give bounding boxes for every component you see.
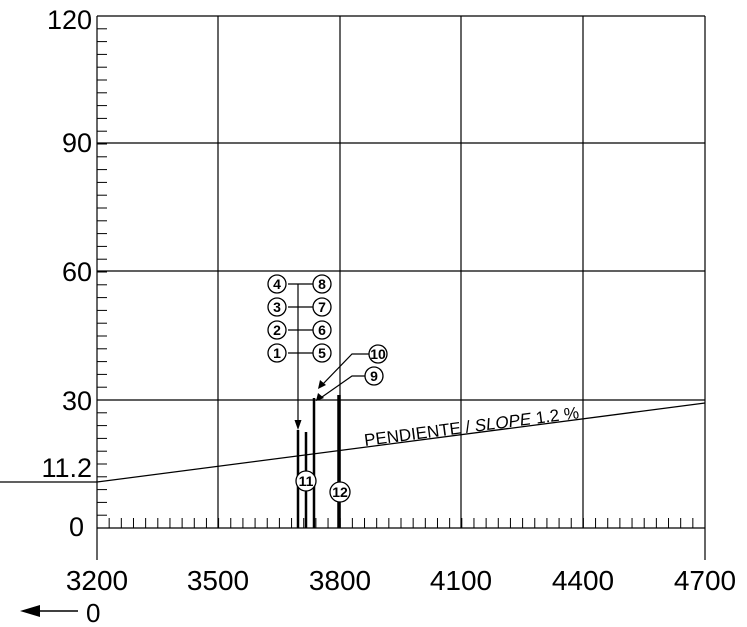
bubble-12: 12 xyxy=(329,481,351,503)
bubble-10: 10 xyxy=(368,344,388,364)
bubble-6-label: 6 xyxy=(318,322,326,338)
slope-label-italic: SLOPE xyxy=(474,409,533,435)
x-axis-minor-ticks xyxy=(108,518,694,528)
bubble-5: 5 xyxy=(312,343,332,363)
slope-line xyxy=(0,402,706,483)
bubble-1-label: 1 xyxy=(273,345,281,361)
bubble-4-label: 4 xyxy=(273,276,281,292)
x-label-3200: 3200 xyxy=(66,565,128,596)
bubble-8-label: 8 xyxy=(318,276,326,292)
bubble-5-label: 5 xyxy=(318,345,326,361)
bubble-2: 2 xyxy=(267,320,287,340)
slope-label: PENDIENTE / SLOPE 1.2 % xyxy=(363,403,580,450)
leader-lines xyxy=(288,283,369,424)
grid xyxy=(96,15,706,560)
bubble-8: 8 xyxy=(312,274,332,294)
bubble-12-label: 12 xyxy=(332,484,348,500)
bubble-2-label: 2 xyxy=(273,322,281,338)
x-label-4100: 4100 xyxy=(430,565,492,596)
bars xyxy=(296,395,341,528)
slope-label-main: PENDIENTE / xyxy=(363,417,472,450)
bubble-11: 11 xyxy=(295,470,317,492)
origin-label: 0 xyxy=(86,598,100,627)
y-label-90: 90 xyxy=(62,128,92,158)
x-label-4700: 4700 xyxy=(674,565,736,596)
x-label-3500: 3500 xyxy=(187,565,249,596)
y-label-30: 30 xyxy=(62,386,92,416)
y-label-120: 120 xyxy=(47,5,92,35)
bubble-10-label: 10 xyxy=(370,346,386,362)
x-label-3800: 3800 xyxy=(309,565,371,596)
bubble-11-label: 11 xyxy=(299,473,314,489)
arrowheads xyxy=(294,380,326,430)
bubble-7-label: 7 xyxy=(318,299,326,315)
x-label-4400: 4400 xyxy=(552,565,614,596)
y-label-60: 60 xyxy=(62,257,92,287)
bubble-3: 3 xyxy=(267,297,287,317)
y-axis-minor-ticks xyxy=(97,28,107,516)
bubble-7: 7 xyxy=(312,297,332,317)
bubble-3-label: 3 xyxy=(273,299,281,315)
y-label-11-2: 11.2 xyxy=(41,453,92,483)
bubble-1: 1 xyxy=(267,343,287,363)
y-label-0: 0 xyxy=(69,512,84,542)
bubble-9: 9 xyxy=(364,366,384,386)
bubble-4: 4 xyxy=(267,274,287,294)
slope-label-value: 1.2 % xyxy=(535,403,581,427)
bubble-9-label: 9 xyxy=(370,368,378,384)
origin-arrow: 0 xyxy=(20,598,100,627)
bubble-6: 6 xyxy=(312,320,332,340)
